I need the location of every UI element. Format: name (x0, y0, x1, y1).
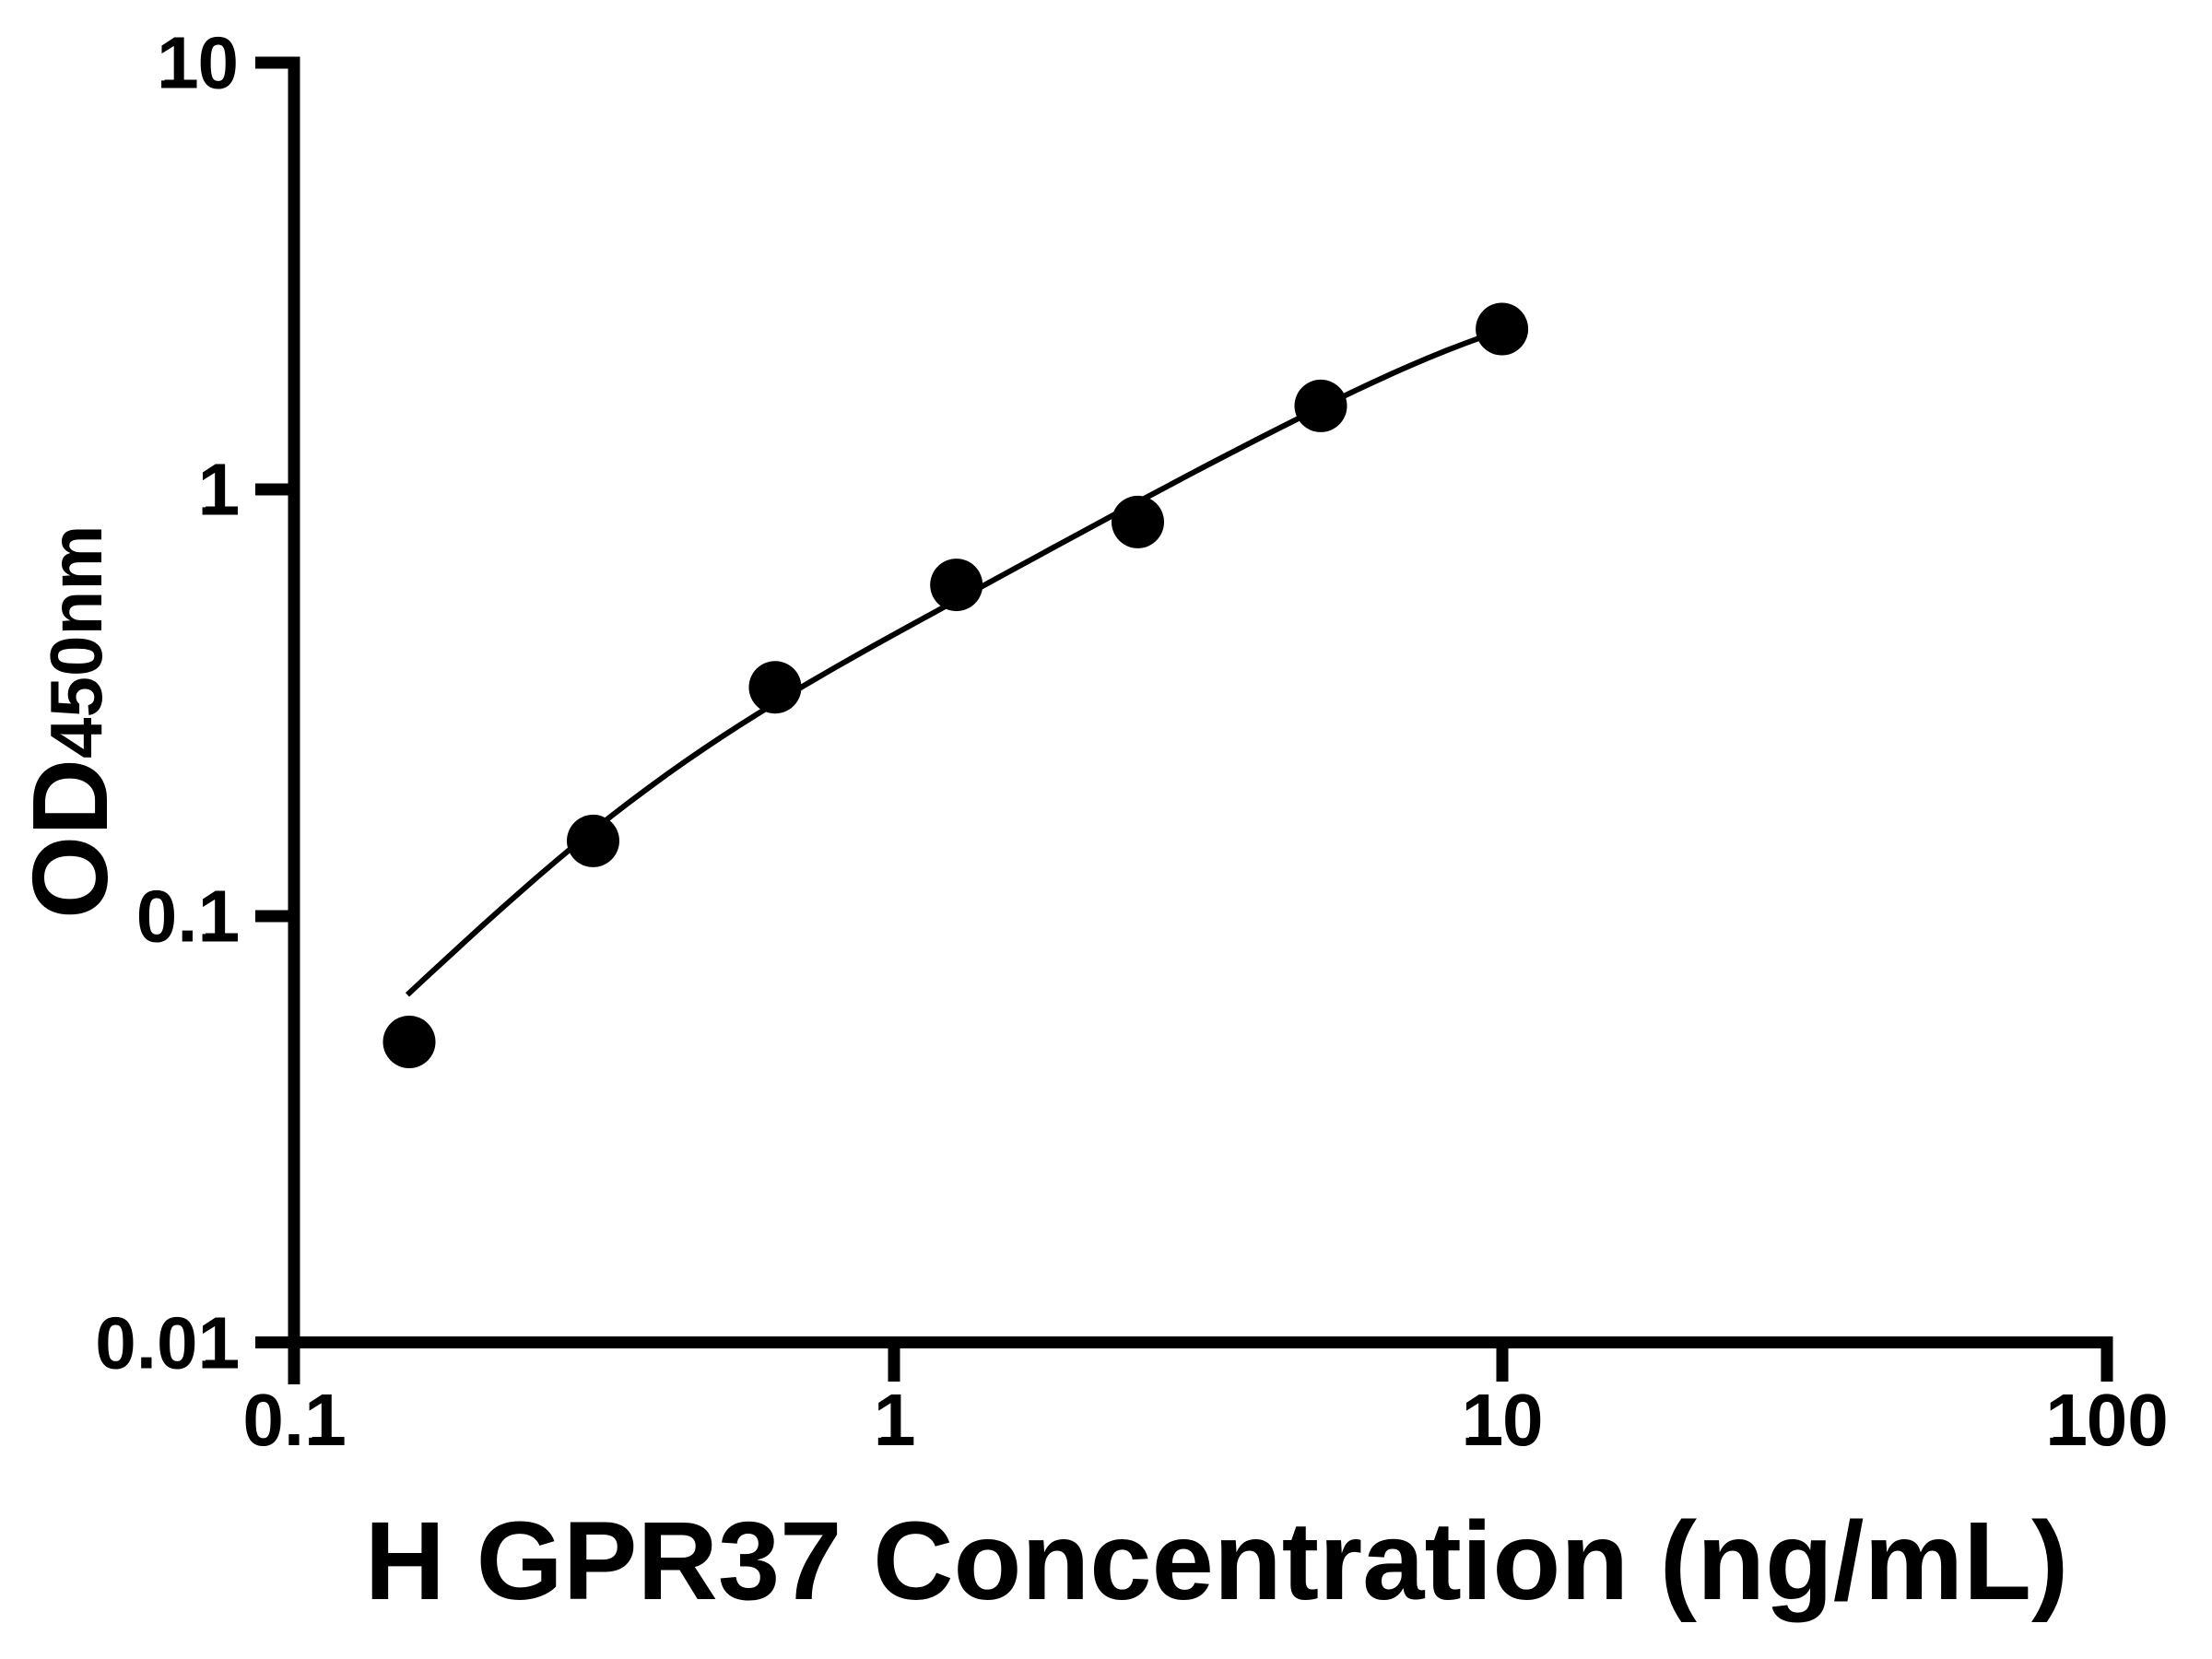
svg-text:0.01: 0.01 (95, 1302, 239, 1384)
svg-text:10: 10 (157, 22, 239, 104)
svg-text:1: 1 (874, 1379, 915, 1461)
svg-text:0.1: 0.1 (242, 1379, 345, 1461)
svg-text:1: 1 (198, 449, 240, 531)
svg-text:100: 100 (2045, 1379, 2168, 1461)
svg-text:10: 10 (1462, 1379, 1544, 1461)
svg-text:0.1: 0.1 (136, 876, 239, 958)
svg-text:H GPR37 Concentration (ng/mL): H GPR37 Concentration (ng/mL) (365, 1498, 2069, 1623)
